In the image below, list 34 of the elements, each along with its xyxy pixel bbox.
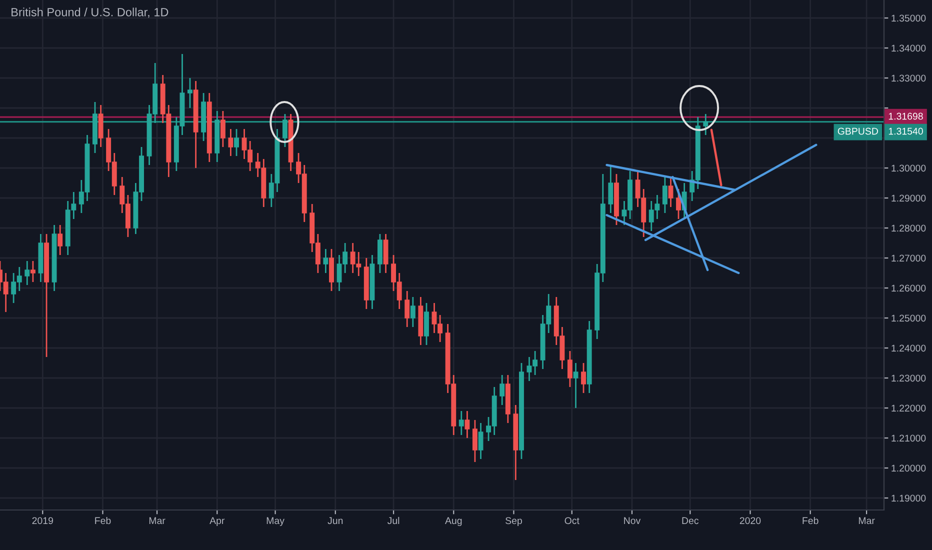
x-tick-label: Dec bbox=[682, 517, 699, 524]
x-tick-label: Apr bbox=[210, 517, 225, 526]
text: British Pound / U.S. Dollar, 1D bbox=[12, 8, 168, 18]
x-tick-label: Mar bbox=[858, 517, 875, 524]
x-tick-label: Feb bbox=[95, 516, 111, 524]
x-tick-label: Jun bbox=[328, 517, 343, 524]
x-tick-label: Jul bbox=[387, 516, 400, 524]
legend-label: 1.31540 bbox=[888, 128, 923, 135]
x-tick-label: Nov bbox=[624, 517, 641, 524]
y-tick-label: 1.19000 bbox=[892, 494, 926, 502]
y-tick-label: 1.30000 bbox=[892, 164, 926, 172]
y-tick-label: 1.29000 bbox=[892, 194, 926, 202]
y-tick-label: 1.21000 bbox=[892, 434, 926, 442]
x-tick-label: 2020 bbox=[740, 517, 761, 524]
y-tick-label: 1.20000 bbox=[892, 464, 926, 472]
x-tick-label: Oct bbox=[564, 517, 580, 524]
y-tick-label: 1.24000 bbox=[892, 344, 926, 352]
y-tick-label: 1.26000 bbox=[892, 284, 926, 292]
x-tick-label: Mar bbox=[149, 517, 166, 524]
y-tick-label: 1.35000 bbox=[892, 14, 926, 22]
x-tick-label: Feb bbox=[802, 516, 818, 524]
annotation: GBPUSD bbox=[838, 128, 878, 135]
x-tick-label: Aug bbox=[445, 517, 462, 526]
y-tick-label: 1.28000 bbox=[892, 224, 926, 232]
y-tick-label: 1.27000 bbox=[892, 254, 926, 262]
y-tick-label: 1.23000 bbox=[892, 374, 926, 382]
y-tick-label: 1.25000 bbox=[892, 314, 926, 322]
y-tick-label: 1.22000 bbox=[892, 404, 926, 412]
x-tick-label: May bbox=[266, 517, 284, 526]
y-tick-label: 1.34000 bbox=[892, 44, 926, 52]
y-tick-label: 1.33000 bbox=[892, 74, 926, 82]
x-tick-label: Sep bbox=[506, 517, 522, 526]
x-tick-label: 2019 bbox=[32, 517, 54, 524]
ref-line-label: 1.31698 bbox=[888, 112, 923, 120]
